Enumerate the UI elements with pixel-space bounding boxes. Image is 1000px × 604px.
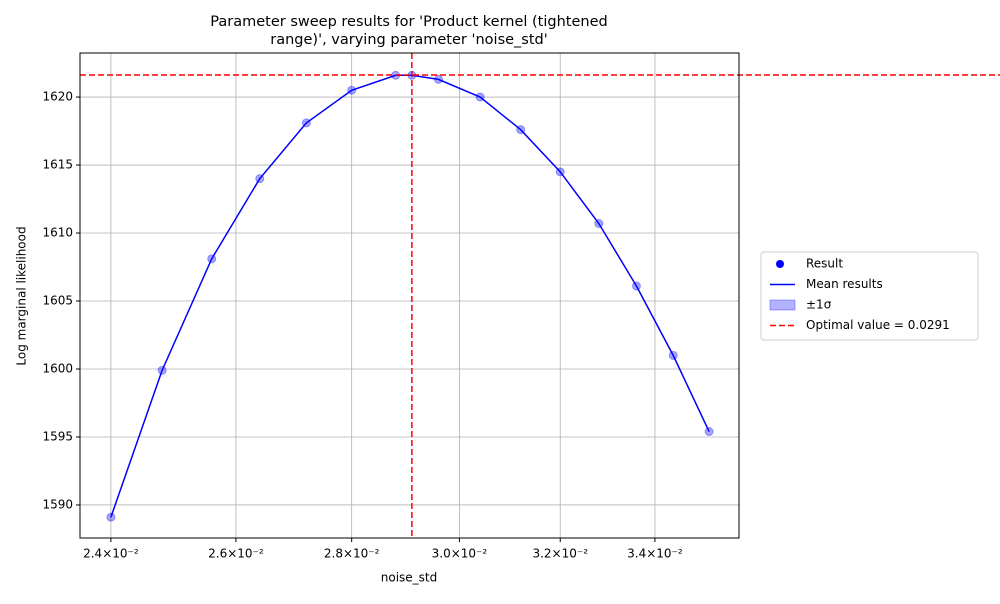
x-tick-label: 3.0×10⁻²: [432, 547, 488, 561]
plot: [80, 53, 1000, 538]
legend-label: Mean results: [806, 277, 883, 291]
result-point: [668, 350, 678, 360]
x-tick-label: 3.4×10⁻²: [627, 547, 683, 561]
result-point: [207, 254, 217, 264]
mean-line: [110, 74, 710, 518]
x-tick-label: 2.6×10⁻²: [208, 547, 264, 561]
legend-box: [760, 251, 979, 341]
result-point: [475, 92, 485, 102]
x-axis-label: noise_std: [381, 571, 438, 585]
x-tick-label: 3.2×10⁻²: [532, 547, 588, 561]
result-point: [555, 167, 565, 177]
result-point: [631, 281, 641, 291]
y-tick-label: 1620: [42, 90, 73, 104]
axes-frame: [79, 52, 740, 539]
legend-label: Optimal value = 0.0291: [806, 318, 950, 332]
y-tick-label: 1590: [42, 497, 73, 511]
y-tick-label: 1610: [42, 226, 73, 240]
x-tick-label: 2.4×10⁻²: [83, 547, 139, 561]
result-point: [106, 512, 116, 522]
result-point: [704, 427, 714, 437]
y-tick-label: 1615: [42, 158, 73, 172]
legend-marker: [769, 299, 796, 311]
legend: Result Mean results ±1σ Optimal value = 0.0…: [760, 251, 979, 341]
y-tick-label: 1605: [42, 294, 73, 308]
legend-label: ±1σ: [806, 298, 832, 312]
x-tick-label: 2.8×10⁻²: [324, 547, 380, 561]
result-point: [255, 174, 265, 184]
y-axis-label: Log marginal likelihood: [15, 226, 29, 365]
chart-title: Parameter sweep results for 'Product ker…: [210, 14, 607, 30]
result-point: [157, 365, 167, 375]
result-point: [594, 219, 604, 229]
y-tick-label: 1600: [42, 361, 73, 375]
grid: [80, 53, 739, 538]
result-point: [433, 74, 443, 84]
result-point: [347, 85, 357, 95]
result-point: [516, 125, 526, 135]
result-point: [301, 118, 311, 128]
legend-label: Result: [806, 257, 843, 271]
y-tick-label: 1595: [42, 429, 73, 443]
legend-marker: [776, 260, 784, 268]
chart-title: range)', varying parameter 'noise_std': [270, 32, 547, 48]
